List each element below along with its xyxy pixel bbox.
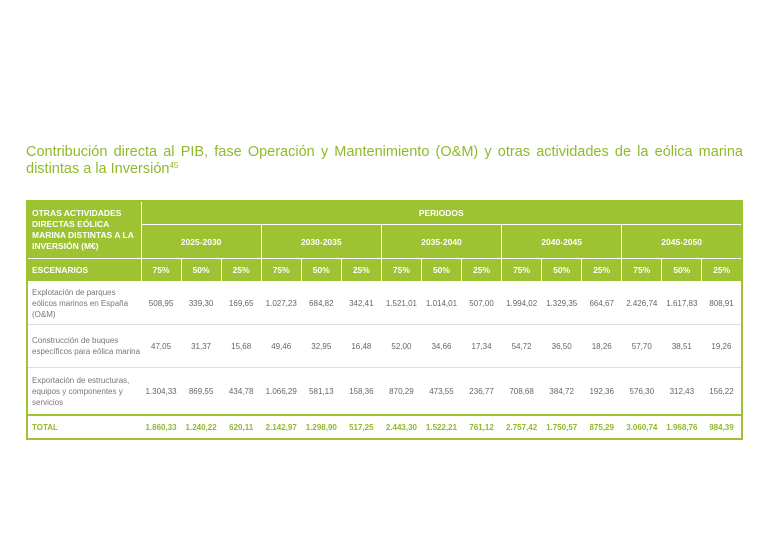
table-title: Contribución directa al PIB, fase Operac… (26, 144, 743, 178)
scenarios-label: ESCENARIOS (26, 258, 142, 282)
scenario-header: 75% (140, 258, 182, 282)
period-header: 2040-2045 (501, 224, 623, 259)
scenario-header: 50% (180, 258, 222, 282)
table-cell: 49,46 (261, 324, 302, 368)
row-label: Explotación de parques eólicos marinos e… (27, 281, 141, 325)
table-cell: 808,91 (701, 281, 742, 325)
scenario-header: 50% (420, 258, 463, 282)
periods-header: PERIODOS (140, 200, 743, 225)
footnote-ref: 45 (169, 161, 179, 170)
scenario-header: 75% (380, 258, 422, 282)
table-cell: 581,13 (301, 367, 342, 416)
table-cell: 339,30 (181, 281, 222, 325)
table-cell: 517,25 (341, 414, 382, 439)
table-cell: 34,66 (421, 324, 462, 368)
table-cell: 869,55 (181, 367, 222, 416)
table-body: Explotación de parques eólicos marinos e… (27, 281, 742, 439)
table-cell: 1.304,33 (141, 367, 182, 416)
corner-header: OTRAS ACTIVIDADES DIRECTAS EÓLICA MARINA… (26, 200, 142, 259)
title-text: Contribución directa al PIB, fase Operac… (26, 144, 743, 177)
table-cell: 1.329,35 (541, 281, 582, 325)
table-cell: 875,29 (581, 414, 622, 439)
period-header: 2030-2035 (260, 224, 382, 259)
table-cell: 19,26 (701, 324, 742, 368)
table-cell: 473,55 (421, 367, 462, 416)
table-cell: 1.750,57 (541, 414, 582, 439)
row-label: Construcción de buques específicos para … (27, 324, 141, 368)
table-cell: 158,36 (341, 367, 382, 416)
table-row: Construcción de buques específicos para … (27, 324, 742, 368)
table-row: Exportación de estructuras, equipos y co… (27, 367, 742, 416)
table-cell: 57,70 (621, 324, 662, 368)
scenario-header: 75% (260, 258, 302, 282)
table-cell: 508,95 (141, 281, 182, 325)
scenario-header: 25% (701, 258, 743, 282)
table-cell: 1.014,01 (421, 281, 462, 325)
table-cell: 192,36 (581, 367, 622, 416)
scenario-row: ESCENARIOS 75% 50% 25% 75% 50% 25% 75% 50% 25% 75… (26, 258, 743, 282)
table-cell: 47,05 (141, 324, 182, 368)
table-cell: 1.521,01 (381, 281, 422, 325)
table-cell: 15,68 (221, 324, 262, 368)
table-cell: 2.757,42 (501, 414, 542, 439)
row-label: Exportación de estructuras, equipos y co… (27, 367, 141, 416)
table-cell: 708,68 (501, 367, 542, 416)
table-cell: 1.968,76 (661, 414, 702, 439)
scenario-header: 25% (340, 258, 382, 282)
table-cell: 664,67 (581, 281, 622, 325)
table-cell: 620,11 (221, 414, 262, 439)
table-cell: 54,72 (501, 324, 542, 368)
table-cell: 1.860,33 (141, 414, 182, 439)
table-cell: 1.522,21 (421, 414, 462, 439)
scenario-header: 75% (501, 258, 543, 282)
scenario-header: 50% (661, 258, 703, 282)
table-cell: 870,29 (381, 367, 422, 416)
table-cell: 16,48 (341, 324, 382, 368)
scenario-header: 25% (220, 258, 262, 282)
table-cell: 1.066,29 (261, 367, 302, 416)
table-cell: 3.060,74 (621, 414, 662, 439)
table-cell: 36,50 (541, 324, 582, 368)
table-cell: 1.617,83 (661, 281, 702, 325)
table-cell: 169,65 (221, 281, 262, 325)
table-cell: 1.994,02 (501, 281, 542, 325)
table-cell: 52,00 (381, 324, 422, 368)
table-cell: 156,22 (701, 367, 742, 416)
scenario-header: 25% (460, 258, 503, 282)
table-cell: 2.443,30 (381, 414, 422, 439)
table-cell: 1.298,90 (301, 414, 342, 439)
period-header: 2045-2050 (621, 224, 743, 259)
scenario-header: 25% (581, 258, 623, 282)
table-cell: 2.426,74 (621, 281, 662, 325)
table-cell: 236,77 (461, 367, 502, 416)
table-cell: 576,30 (621, 367, 662, 416)
table-cell: 342,41 (341, 281, 382, 325)
period-header: 2035-2040 (380, 224, 503, 259)
table-cell: 32,95 (301, 324, 342, 368)
scenario-header: 50% (541, 258, 583, 282)
table-cell: 1.027,23 (261, 281, 302, 325)
scenario-header: 50% (300, 258, 342, 282)
table-cell: 18,26 (581, 324, 622, 368)
table-cell: 38,51 (661, 324, 702, 368)
scenario-header: 75% (621, 258, 663, 282)
row-label: TOTAL (27, 414, 141, 439)
table-cell: 761,12 (461, 414, 502, 439)
table-cell: 17,34 (461, 324, 502, 368)
table-cell: 684,82 (301, 281, 342, 325)
table-cell: 507,00 (461, 281, 502, 325)
period-row: 2025-2030 2030-2035 2035-2040 2040-2045 2045… (27, 224, 743, 259)
table-cell: 2.142,97 (261, 414, 302, 439)
table-cell: 1.240,22 (181, 414, 222, 439)
period-header: 2025-2030 (140, 224, 262, 259)
table-cell: 434,78 (221, 367, 262, 416)
data-table: OTRAS ACTIVIDADES DIRECTAS EÓLICA MARINA… (26, 200, 743, 440)
table-cell: 312,43 (661, 367, 702, 416)
table-cell: 384,72 (541, 367, 582, 416)
total-row: TOTAL 1.860,33 1.240,22 620,11 2.142,97 1.298… (27, 414, 742, 439)
table-cell: 31,37 (181, 324, 222, 368)
table-row: Explotación de parques eólicos marinos e… (27, 281, 742, 325)
table-cell: 984,39 (701, 414, 742, 439)
